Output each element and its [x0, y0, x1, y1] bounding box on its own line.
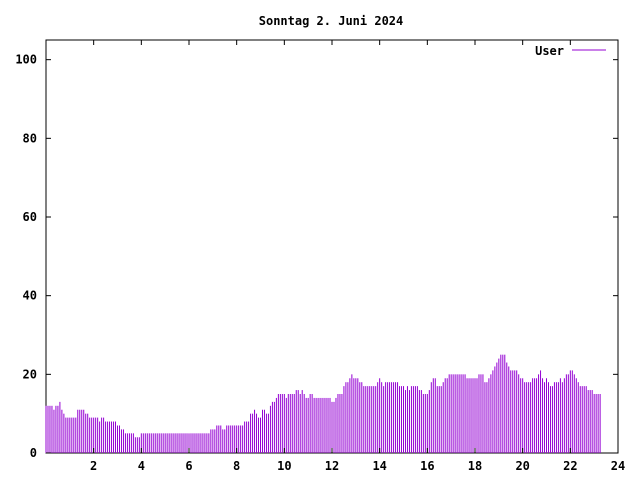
x-tick-label: 8: [233, 459, 240, 473]
y-tick-label: 0: [30, 446, 37, 460]
x-tick-label: 10: [277, 459, 291, 473]
x-tick-label: 18: [468, 459, 482, 473]
chart-title: Sonntag 2. Juni 2024: [259, 14, 404, 28]
x-tick-label: 16: [420, 459, 434, 473]
legend: User: [535, 44, 606, 58]
x-tick-label: 12: [325, 459, 339, 473]
x-tick-label: 6: [185, 459, 192, 473]
x-tick-label: 20: [515, 459, 529, 473]
x-tick-label: 2: [90, 459, 97, 473]
y-tick-label: 40: [23, 289, 37, 303]
x-axis: 2 4 6 8 10 12 14 16 18 20 22 24: [90, 40, 625, 473]
y-tick-label: 20: [23, 367, 37, 381]
y-axis: 0 20 40 60 80 100: [15, 53, 618, 460]
x-tick-label: 22: [563, 459, 577, 473]
y-tick-label: 60: [23, 210, 37, 224]
x-tick-label: 14: [372, 459, 386, 473]
y-tick-label: 100: [15, 53, 37, 67]
legend-label-user: User: [535, 44, 564, 58]
y-tick-label: 80: [23, 131, 37, 145]
x-tick-label: 24: [611, 459, 625, 473]
bar-group: [45, 354, 601, 453]
x-tick-label: 4: [138, 459, 145, 473]
